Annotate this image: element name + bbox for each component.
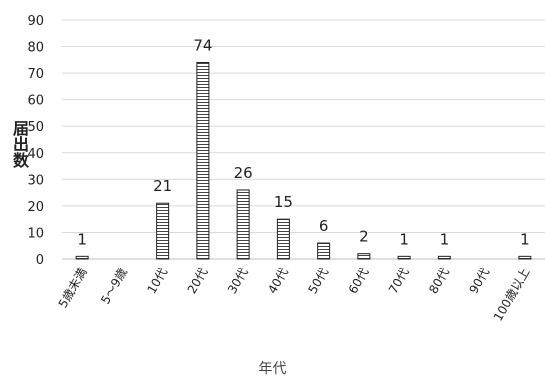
data-label: 21 bbox=[153, 177, 172, 195]
y-axis-title: 届出数 bbox=[10, 120, 29, 168]
x-tick-label: 5～9歳 bbox=[98, 266, 130, 307]
y-tick-label: 80 bbox=[27, 41, 44, 56]
y-tick-label: 40 bbox=[27, 147, 44, 162]
bar bbox=[156, 202, 170, 260]
bar bbox=[276, 218, 290, 260]
data-label: 1 bbox=[520, 230, 530, 248]
y-tick-label: 10 bbox=[27, 226, 44, 241]
data-label: 1 bbox=[399, 230, 409, 248]
x-tick-label: 90代 bbox=[466, 266, 492, 297]
x-tick-label: 80代 bbox=[426, 266, 452, 297]
bars bbox=[75, 61, 532, 260]
bar bbox=[75, 255, 89, 260]
y-tick-label: 90 bbox=[27, 14, 44, 29]
y-tick-label: 20 bbox=[27, 200, 44, 215]
bar bbox=[196, 61, 210, 260]
y-axis-ticks: 0 10 20 30 40 50 60 70 80 90 bbox=[27, 14, 44, 268]
data-label: 1 bbox=[77, 230, 87, 248]
x-tick-label: 70代 bbox=[386, 266, 412, 297]
bar bbox=[518, 255, 532, 260]
x-tick-label: 60代 bbox=[346, 266, 372, 297]
y-tick-label: 60 bbox=[27, 94, 44, 109]
data-label: 6 bbox=[319, 217, 329, 235]
data-label: 26 bbox=[234, 164, 253, 182]
x-tick-label: 10代 bbox=[144, 266, 170, 297]
bar bbox=[397, 255, 411, 260]
x-tick-label: 100歳以上 bbox=[491, 266, 533, 324]
x-tick-label: 30代 bbox=[225, 266, 251, 297]
data-label: 2 bbox=[359, 228, 369, 246]
x-tick-label: 50代 bbox=[305, 266, 331, 297]
bar bbox=[236, 189, 250, 260]
data-label: 15 bbox=[274, 193, 293, 211]
data-label: 74 bbox=[193, 36, 212, 54]
gridlines bbox=[62, 19, 545, 233]
bar bbox=[357, 253, 371, 260]
bar bbox=[317, 242, 331, 260]
y-tick-label: 50 bbox=[27, 120, 44, 135]
x-axis-title: 年代 bbox=[258, 361, 287, 377]
data-label: 1 bbox=[440, 230, 450, 248]
x-axis-ticks: 5歳未満 5～9歳 10代 20代 30代 40代 50代 60代 70代 80代 90代100歳以… bbox=[56, 266, 533, 324]
y-tick-label: 0 bbox=[36, 253, 44, 268]
y-tick-label: 30 bbox=[27, 173, 44, 188]
y-tick-label: 70 bbox=[27, 67, 44, 82]
x-tick-label: 5歳未満 bbox=[56, 266, 90, 311]
x-tick-label: 40代 bbox=[265, 266, 291, 297]
x-tick-label: 20代 bbox=[185, 266, 211, 297]
bar bbox=[437, 255, 451, 260]
